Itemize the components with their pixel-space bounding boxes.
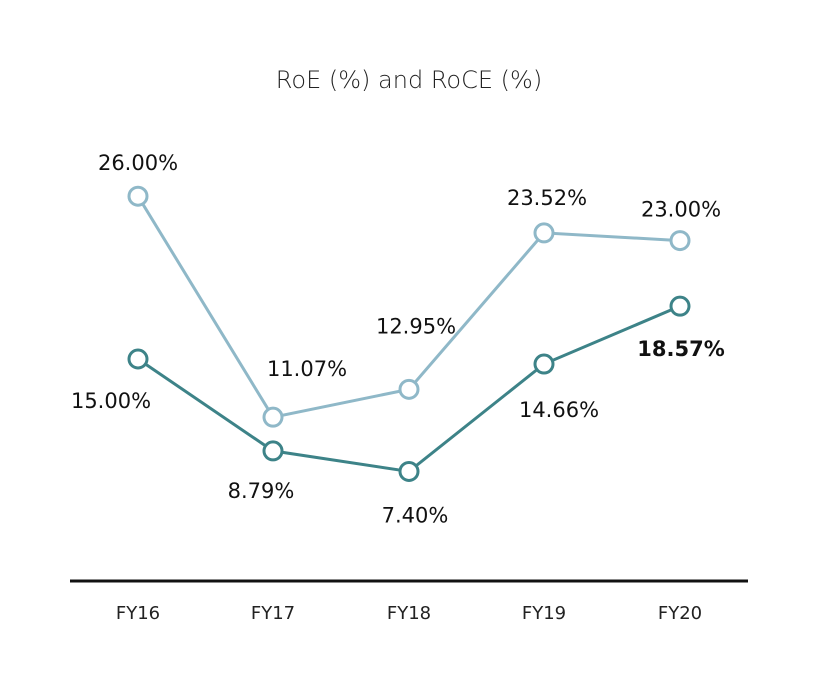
data-point	[669, 230, 691, 252]
data-point	[533, 222, 555, 244]
data-label: 7.40%	[382, 503, 449, 527]
series-1: 26.00% 11.07% 12.95% 23.52% 23.00%	[98, 151, 721, 428]
data-label: 11.07%	[267, 357, 347, 381]
data-label: 26.00%	[98, 151, 178, 175]
data-point	[127, 185, 149, 207]
data-label: 23.52%	[507, 186, 587, 210]
data-label: 18.57%	[637, 337, 724, 361]
data-point	[669, 295, 691, 317]
data-point	[533, 353, 555, 375]
x-tick-label: FY18	[387, 603, 431, 624]
data-label: 14.66%	[519, 398, 599, 422]
data-label: 12.95%	[376, 314, 456, 338]
data-point	[398, 378, 420, 400]
data-label: 15.00%	[71, 389, 151, 413]
series-2: 15.00% 8.79% 7.40% 14.66% 18.57%	[71, 295, 725, 527]
x-tick-label: FY19	[522, 603, 566, 624]
x-tick-label: FY20	[658, 603, 702, 624]
data-point	[262, 440, 284, 462]
data-point	[262, 406, 284, 428]
x-tick-label: FY16	[116, 603, 160, 624]
chart-title: RoE (%) and RoCE (%)	[276, 66, 542, 94]
data-label: 23.00%	[641, 198, 721, 222]
data-label: 8.79%	[228, 479, 295, 503]
data-point	[127, 348, 149, 370]
x-tick-label: FY17	[251, 603, 295, 624]
data-point	[398, 460, 420, 482]
